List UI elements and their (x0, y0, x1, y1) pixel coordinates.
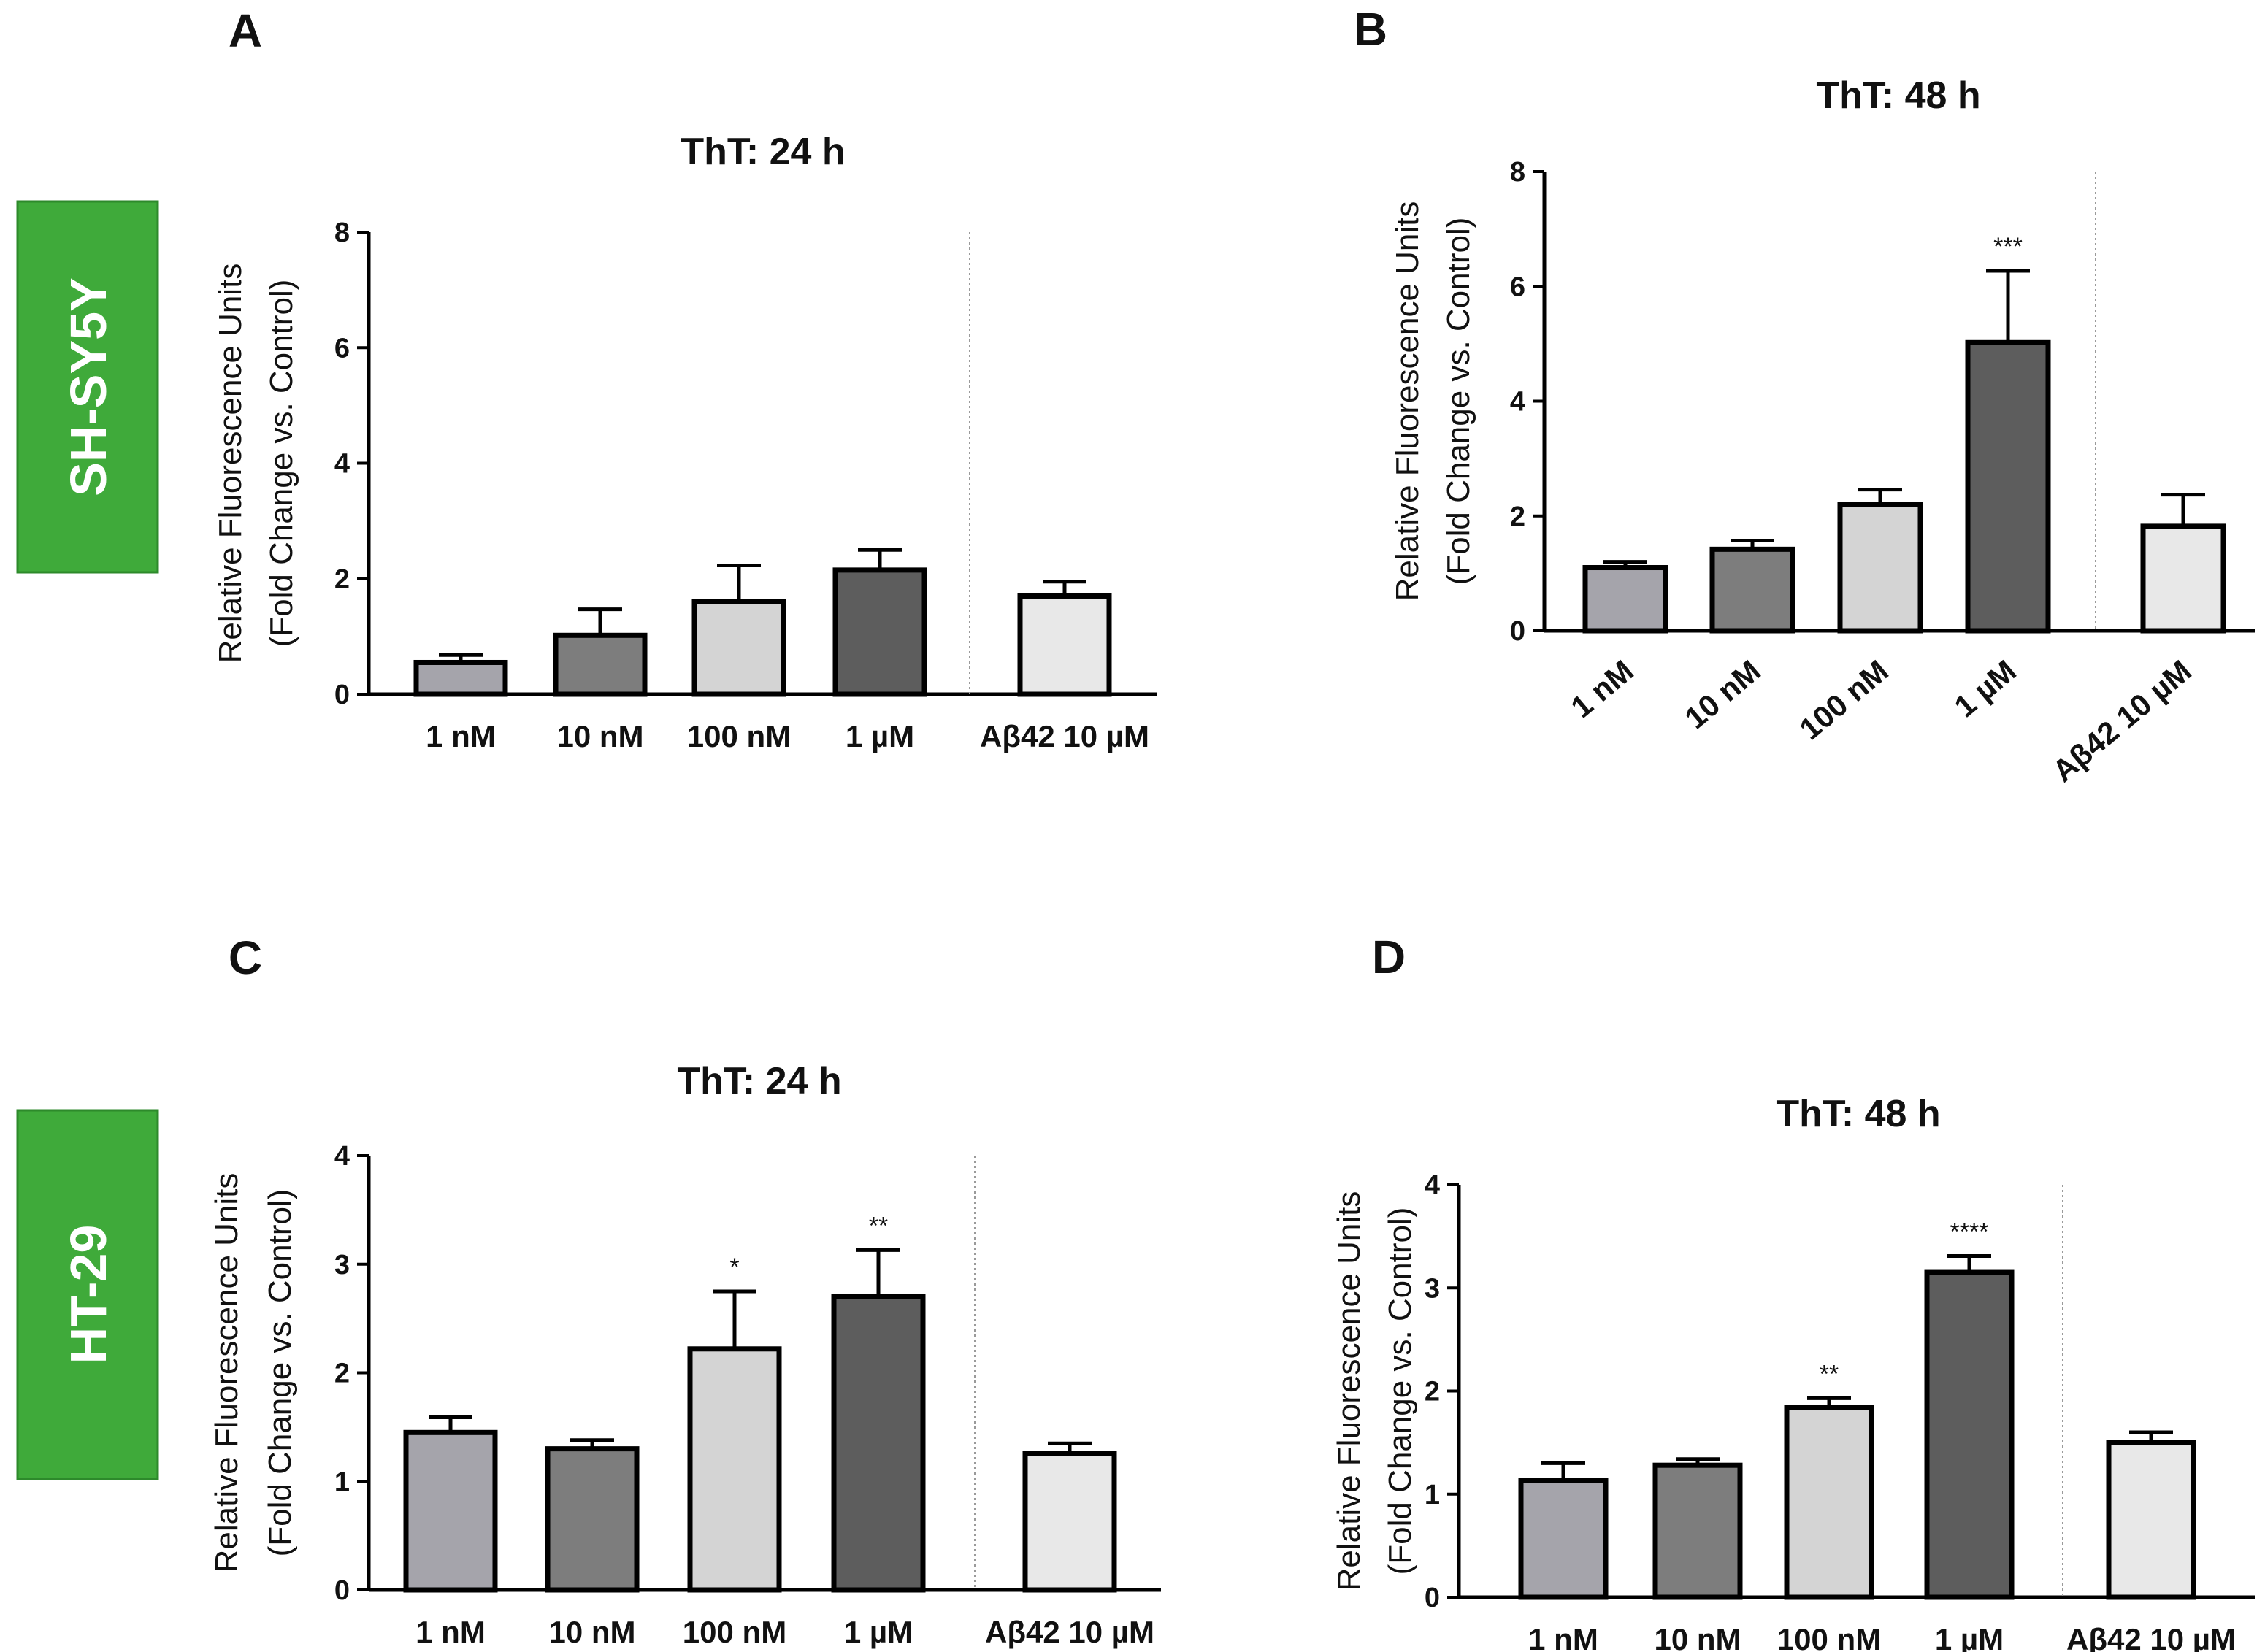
y-axis-label: Relative Fluorescence Units (209, 1173, 245, 1573)
y-tick-label: 4 (334, 449, 350, 480)
y-tick-label: 1 (334, 1467, 350, 1497)
y-axis-label: Relative Fluorescence Units (212, 264, 248, 664)
bar (553, 632, 648, 697)
x-tick-label: 1 µM (1947, 653, 2022, 724)
x-tick-label: 1 nM (1528, 1622, 1598, 1652)
significance-marker: ** (869, 1212, 888, 1240)
bar (691, 599, 786, 697)
panel-letter: C (229, 931, 262, 984)
bar (1582, 565, 1668, 634)
bar (403, 1429, 498, 1593)
x-tick-label: 1 µM (844, 1615, 913, 1649)
x-tick-label: 10 nM (1678, 653, 1766, 736)
bar (1022, 1451, 1117, 1593)
y-tick-label: 4 (1425, 1170, 1440, 1201)
x-tick-label: 100 nM (683, 1615, 786, 1649)
y-tick-label: 4 (334, 1141, 350, 1172)
bar (2106, 1440, 2196, 1600)
panel-d: D ThT: 48 h Relative Fluorescence Units (Fo… (1331, 931, 2255, 1652)
x-tick-label: 1 nM (426, 719, 496, 753)
bar (1518, 1478, 1609, 1600)
bar (1965, 339, 2051, 634)
cell-line-label-ht-29: HT-29 (60, 1225, 117, 1364)
bar (545, 1446, 640, 1593)
y-tick-label: 3 (1425, 1273, 1440, 1304)
y-tick-label: 2 (1510, 502, 1525, 532)
bar (1784, 1405, 1874, 1600)
y-tick-label: 0 (334, 680, 350, 710)
significance-marker: * (729, 1253, 739, 1281)
y-tick-label: 6 (334, 333, 350, 364)
x-tick-label: 10 nM (548, 1615, 635, 1649)
bar (832, 567, 927, 697)
y-tick-label: 6 (1510, 272, 1525, 302)
y-axis-label-line2: (Fold Change vs. Control) (1382, 1207, 1418, 1575)
y-tick-label: 0 (334, 1575, 350, 1606)
y-axis-label: Relative Fluorescence Units (1390, 201, 1425, 602)
y-tick-label: 3 (334, 1250, 350, 1280)
chart-title: ThT: 48 h (1816, 74, 1980, 117)
x-tick-label: 1 nM (415, 1615, 486, 1649)
x-tick-label: 10 nM (1654, 1622, 1741, 1652)
x-tick-label: Aβ42 10 µM (2046, 653, 2198, 788)
bar (687, 1346, 782, 1593)
cell-line-box-sh-sy5y: SH-SY5Y (16, 200, 159, 574)
y-tick-label: 8 (334, 218, 350, 248)
bar (831, 1294, 926, 1593)
panel-a: A ThT: 24 h Relative Fluorescence Units (Fo… (212, 4, 1157, 753)
bar (413, 659, 508, 697)
y-tick-label: 2 (334, 564, 350, 595)
bar (1837, 502, 1923, 634)
x-tick-label: Aβ42 10 µM (2066, 1622, 2236, 1652)
x-tick-label: 100 nM (1777, 1622, 1881, 1652)
significance-marker: **** (1950, 1218, 1989, 1245)
bar (1017, 593, 1112, 697)
cell-line-label-sh-sy5y: SH-SY5Y (60, 277, 117, 496)
panel-b: B ThT: 48 h Relative Fluorescence Units (Fo… (1354, 3, 2255, 788)
x-tick-label: 100 nM (1793, 653, 1894, 747)
panel-letter: A (229, 4, 262, 57)
bar (1924, 1269, 2015, 1600)
panel-letter: D (1372, 931, 1406, 983)
y-tick-label: 8 (1510, 157, 1525, 188)
y-axis-label-line2: (Fold Change vs. Control) (262, 1189, 298, 1557)
panel-letter: B (1354, 3, 1387, 55)
x-tick-label: 1 µM (846, 719, 914, 753)
chart-title: ThT: 48 h (1776, 1093, 1940, 1135)
chart-title: ThT: 24 h (677, 1060, 841, 1102)
significance-marker: ** (1820, 1360, 1839, 1388)
y-tick-label: 2 (334, 1359, 350, 1389)
x-tick-label: 1 nM (1564, 653, 1640, 725)
x-tick-label: 10 nM (556, 719, 643, 753)
y-axis-label-line2: (Fold Change vs. Control) (1441, 218, 1476, 585)
x-tick-label: 100 nM (687, 719, 791, 753)
significance-marker: *** (1993, 233, 2023, 261)
y-axis-label: Relative Fluorescence Units (1331, 1191, 1367, 1591)
x-tick-label: 1 µM (1935, 1622, 2004, 1652)
y-tick-label: 2 (1425, 1377, 1440, 1407)
y-axis-label-line2: (Fold Change vs. Control) (264, 280, 299, 648)
y-tick-label: 4 (1510, 387, 1525, 418)
cell-line-box-ht-29: HT-29 (16, 1109, 159, 1480)
x-tick-label: Aβ42 10 µM (985, 1615, 1154, 1649)
bar (1652, 1462, 1743, 1600)
bar (1709, 546, 1795, 634)
y-tick-label: 1 (1425, 1480, 1440, 1510)
chart-title: ThT: 24 h (681, 131, 845, 173)
x-tick-label: Aβ42 10 µM (980, 719, 1149, 753)
bar (2140, 523, 2226, 634)
y-tick-label: 0 (1510, 616, 1525, 647)
panel-c: C ThT: 24 h Relative Fluorescence Units (Fo… (209, 931, 1161, 1649)
y-tick-label: 0 (1425, 1583, 1440, 1613)
